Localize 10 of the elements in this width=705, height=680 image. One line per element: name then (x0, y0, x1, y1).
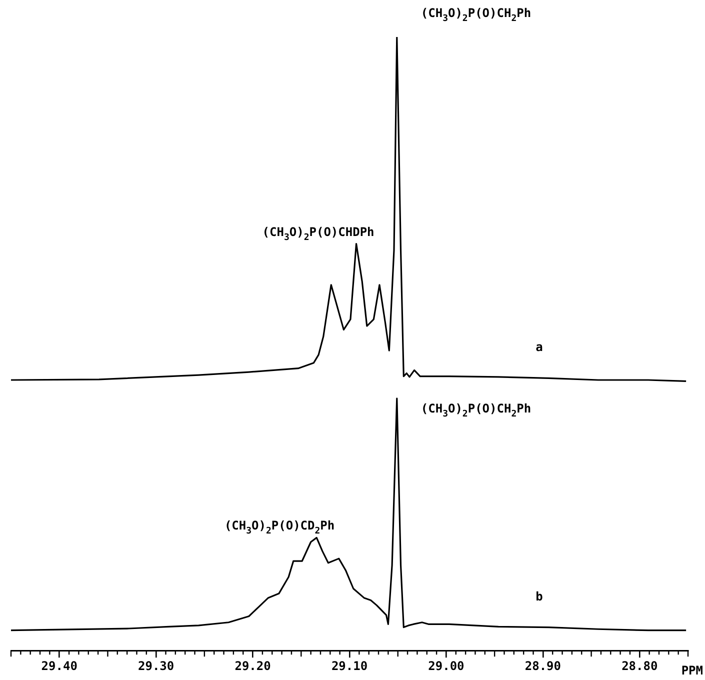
x-tick-label: 28.90 (524, 658, 561, 673)
x-tick-label: 29.10 (331, 658, 368, 673)
x-tick-label: 29.20 (234, 658, 271, 673)
annotation: a (536, 340, 543, 354)
annotation: b (536, 589, 543, 604)
x-tick-label: 29.40 (41, 658, 78, 673)
x-tick-label: 28.80 (622, 658, 658, 673)
x-axis-title: PPM (681, 664, 704, 678)
x-tick-label: 29.00 (428, 658, 464, 673)
x-tick-label: 29.30 (138, 658, 174, 673)
